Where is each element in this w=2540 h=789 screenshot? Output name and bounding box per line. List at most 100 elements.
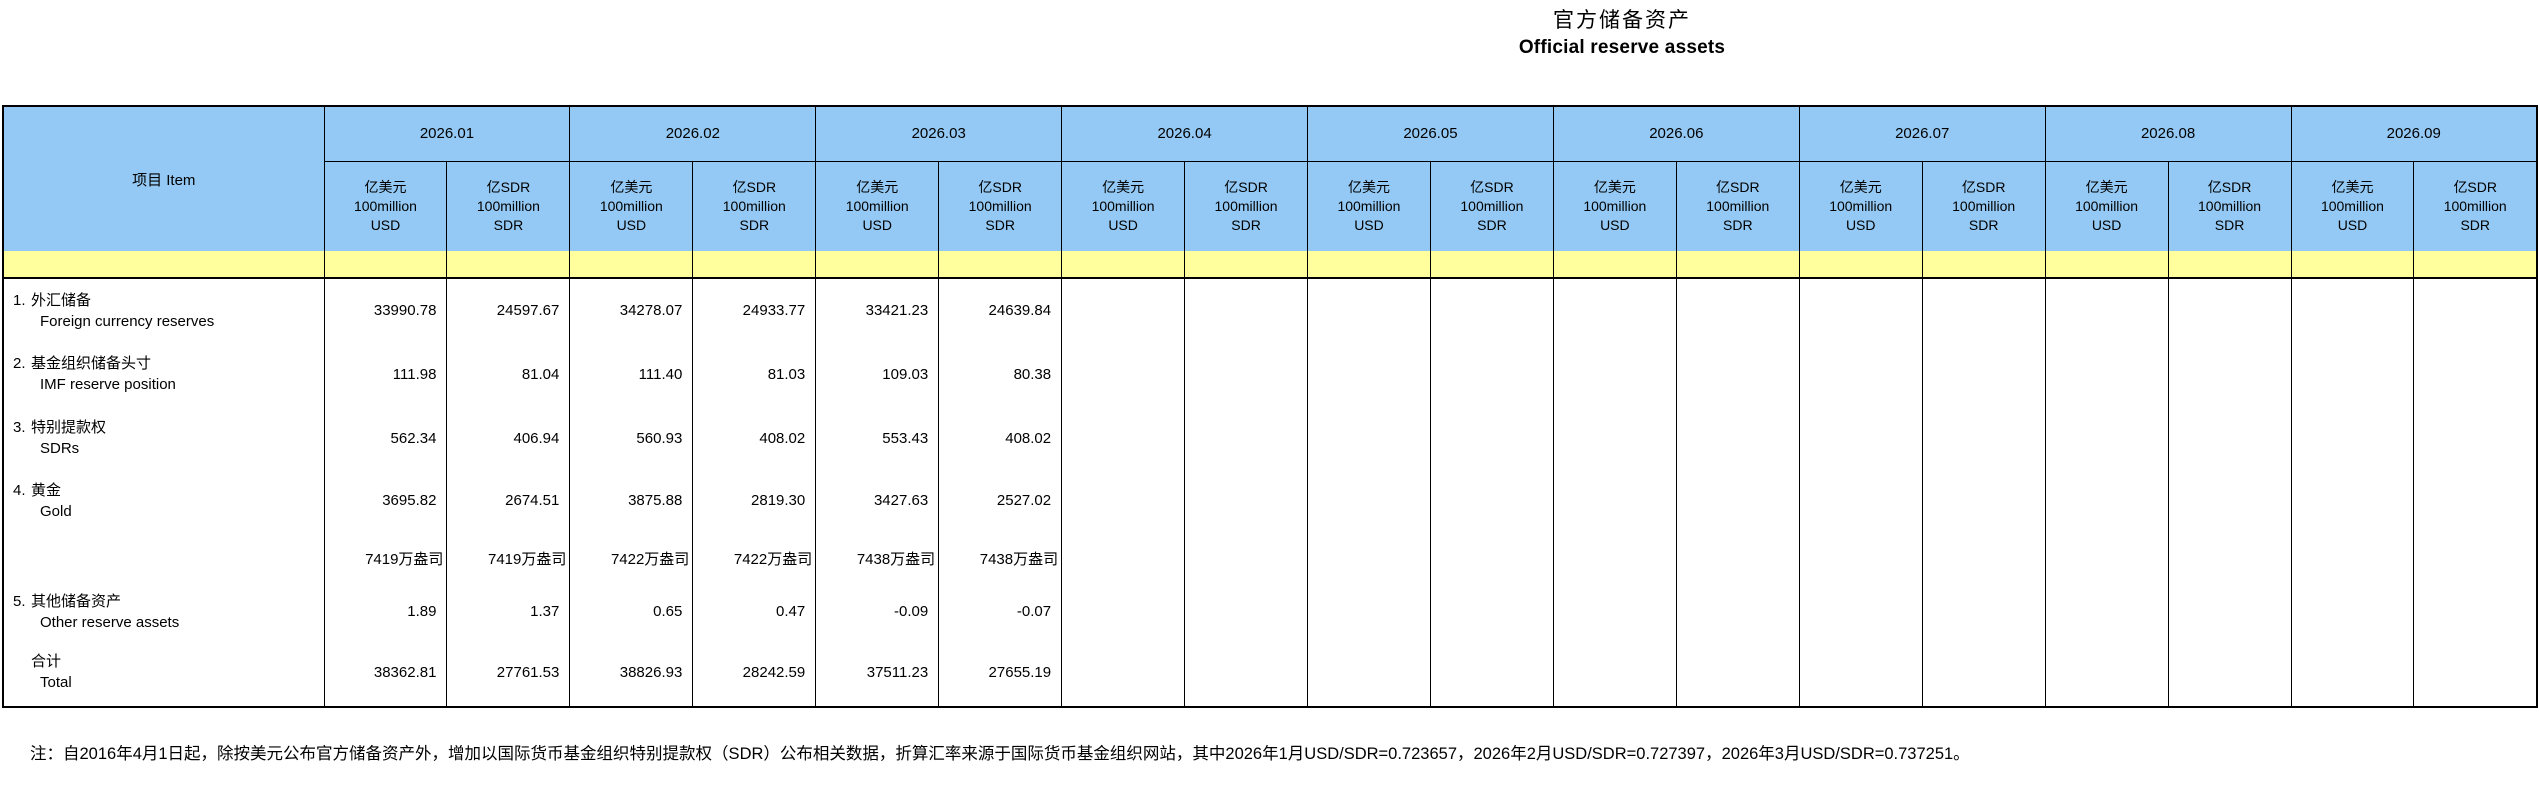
value-cell: 27655.19 [938, 638, 1063, 707]
value-cell [1798, 342, 1923, 406]
unit-header-sdr-line: 亿SDR [1470, 179, 1514, 196]
unit-header-usd: 亿美元 100million USD [1798, 160, 1923, 251]
value-cell [1798, 470, 1923, 531]
row-number: 2. [13, 355, 26, 372]
unit-header-sdr-line: SDR [1477, 216, 1507, 233]
value-cell: 406.94 [446, 406, 571, 470]
unit-header-usd-line: 100million [1829, 197, 1893, 214]
value-cell: 560.93 [569, 406, 694, 470]
ounce-value-cell: 7419万盎司 [446, 531, 571, 585]
row-label-zh-line: 合计 [4, 652, 324, 671]
value-cell: 80.38 [938, 342, 1063, 406]
value-cell [2413, 342, 2538, 406]
row-label: 3. 特别提款权 SDRs [3, 406, 325, 470]
value-cell [2167, 470, 2292, 531]
value-cell [1552, 342, 1677, 406]
value-cell [1675, 585, 1800, 638]
value-cell [1675, 406, 1800, 470]
data-row: 4. 黄金 Gold 3695.82 2674.51 3875.88 2819.30 3427… [3, 470, 2538, 531]
value-cell: 109.03 [815, 342, 940, 406]
value-cell [1798, 638, 1923, 707]
value-cell: 38826.93 [569, 638, 694, 707]
value-cell [1184, 278, 1308, 342]
value-cell [1675, 342, 1800, 406]
row-label: 2. 基金组织储备头寸 IMF reserve position [3, 342, 325, 406]
value-cell [1552, 278, 1677, 342]
row-label: 合计 Total [3, 638, 325, 707]
unit-header-usd-line: USD [370, 216, 401, 233]
value-cell [2044, 406, 2169, 470]
value-cell [1429, 406, 1554, 470]
month-header: 2026.05 [1307, 105, 1554, 162]
row-label: 4. 黄金 Gold [3, 470, 325, 531]
value-cell [2413, 278, 2538, 342]
unit-header-usd: 亿美元 100million USD [1552, 160, 1677, 251]
unit-header-sdr: 亿SDR 100million SDR [446, 160, 571, 251]
unit-header-usd-line: USD [2091, 216, 2122, 233]
unit-header-sdr-line: 100million [2443, 197, 2507, 214]
page-titles: 官方储备资产 Official reserve assets [700, 4, 2540, 59]
ounce-value-cell: 7422万盎司 [692, 531, 817, 585]
yellow-band-cell [446, 251, 571, 279]
value-cell [1798, 585, 1923, 638]
value-cell: 34278.07 [569, 278, 694, 342]
value-cell [1307, 278, 1431, 342]
value-cell [1061, 638, 1186, 707]
value-cell [1552, 470, 1677, 531]
value-cell: 2674.51 [446, 470, 571, 531]
item-column-header: 项目 Item [2, 105, 325, 251]
value-cell: 33990.78 [323, 278, 448, 342]
value-cell [1307, 470, 1431, 531]
unit-header-usd-line: 亿美元 [1593, 179, 1636, 196]
value-cell [2413, 406, 2538, 470]
value-cell [2413, 638, 2538, 707]
value-cell [2044, 278, 2169, 342]
value-cell: 38362.81 [323, 638, 448, 707]
month-header: 2026.07 [1798, 105, 2046, 162]
month-header: 2026.08 [2044, 105, 2292, 162]
unit-header-usd-line: USD [1600, 216, 1630, 233]
value-cell [2044, 638, 2169, 707]
unit-header-sdr-line: 100million [1952, 197, 2016, 214]
value-cell [1921, 470, 2046, 531]
unit-header-sdr: 亿SDR 100million SDR [1429, 160, 1554, 251]
value-cell [1675, 470, 1800, 531]
row-label-zh-line: 5. 其他储备资产 [4, 592, 324, 611]
unit-header-sdr-line: 100million [476, 197, 540, 214]
yellow-band-cell [569, 251, 694, 279]
data-row: 3. 特别提款权 SDRs 562.34 406.94 560.93 408.02 553.4… [3, 406, 2538, 470]
yellow-band-cell [323, 251, 448, 279]
value-cell [1184, 342, 1308, 406]
value-cell: 111.98 [323, 342, 448, 406]
value-cell: 24933.77 [692, 278, 817, 342]
row-label-en: IMF reserve position [40, 376, 176, 393]
unit-header-usd-line: 亿美元 [1347, 179, 1390, 196]
unit-header-usd-line: 100million [2320, 197, 2384, 214]
unit-header-sdr-line: 亿SDR [978, 179, 1022, 196]
yellow-band-cell [1921, 251, 2046, 279]
yellow-band-cell [1675, 251, 1800, 279]
unit-header-usd-line: 100million [1091, 197, 1155, 214]
unit-header-usd-line: 100million [2075, 197, 2139, 214]
value-cell [1429, 585, 1554, 638]
unit-header-sdr-line: 100million [2198, 197, 2262, 214]
yellow-band-row [2, 251, 2538, 279]
unit-header-usd-line: USD [1108, 216, 1138, 233]
yellow-band-cell [938, 251, 1063, 279]
row-label-en: SDRs [40, 440, 80, 457]
value-cell [1061, 406, 1186, 470]
unit-header-sdr-line: SDR [2214, 216, 2245, 233]
value-cell [1552, 638, 1677, 707]
ounce-value-cell: 7419万盎司 [323, 531, 448, 585]
value-cell [2044, 585, 2169, 638]
value-cell: 408.02 [938, 406, 1063, 470]
unit-header-usd-line: USD [1845, 216, 1876, 233]
month-header: 2026.03 [815, 105, 1063, 162]
unit-header-usd-line: 亿美元 [2331, 179, 2374, 196]
total-row: 合计 Total 38362.81 27761.53 38826.93 28242.59 3… [3, 638, 2538, 707]
value-cell [1552, 585, 1677, 638]
ounce-value-cell [2290, 531, 2415, 585]
unit-header-sdr-line: 100million [968, 197, 1032, 214]
value-cell: 27761.53 [446, 638, 571, 707]
